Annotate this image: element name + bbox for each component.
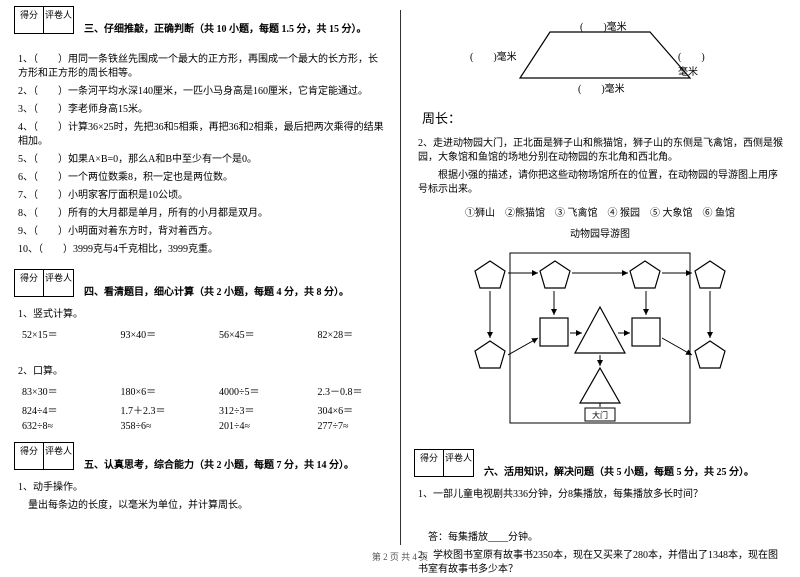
section-5-title: 五、认真思考，综合能力（共 2 小题，每题 7 分，共 14 分）。	[84, 456, 386, 471]
q6-1: 1、一部儿童电视剧共336分钟，分8集播放，每集播放多长时间？	[414, 488, 786, 502]
q3-4: 4、（ ）计算36×25时，先把36和5相乘，再把36和2相乘，最后把两次乘得的…	[14, 121, 386, 149]
reviewer-label: 评卷人	[44, 6, 74, 34]
trapezoid-figure: ( )毫米 ( )毫米 ( )毫米 ( )毫米	[490, 20, 710, 100]
calc: 277÷7≈	[318, 421, 387, 432]
q3-10: 10、（ ）3999克与4千克相比，3999克重。	[14, 243, 386, 257]
sec5b-task: 根据小强的描述，请你把这些动物场馆所在的位置，在动物园的导游图上用序号标示出来。	[414, 169, 786, 197]
q6-1a: 答：每集播放____分钟。	[428, 528, 786, 543]
sec5-p1a: 量出每条边的长度，以毫米为单位，并计算周长。	[14, 499, 386, 513]
zoo-diagram: 大门	[460, 243, 740, 443]
trap-top: ( )毫米	[580, 18, 627, 33]
trap-left: ( )毫米	[470, 48, 517, 63]
sec5b-intro: 2、走进动物园大门，正北面是狮子山和熊猫馆，狮子山的东侧是飞禽馆，西侧是猴园，大…	[414, 137, 786, 165]
page-footer: 第 2 页 共 4 页	[0, 550, 800, 563]
calc-row-4: 632÷8≈ 358÷6≈ 201÷4≈ 277÷7≈	[22, 421, 386, 432]
score-label: 得分	[14, 6, 44, 34]
section-6-title: 六、活用知识，解决问题（共 5 小题，每题 5 分，共 25 分）。	[484, 463, 786, 478]
reviewer-label: 评卷人	[44, 269, 74, 297]
right-column: ( )毫米 ( )毫米 ( )毫米 ( )毫米 周长： 2、走进动物园大门，正北…	[400, 0, 800, 565]
diagram-title: 动物园导游图	[414, 225, 786, 240]
q3-8: 8、（ ）所有的大月都是单月，所有的小月都是双月。	[14, 207, 386, 221]
sec4-p2: 2、口算。	[14, 365, 386, 379]
section-3-title: 三、仔细推敲，正确判断（共 10 小题，每题 1.5 分，共 15 分）。	[84, 20, 386, 35]
sec5b-legend: ①狮山 ②熊猫馆 ③ 飞禽馆 ④ 猴园 ⑤ 大象馆 ⑥ 鱼馆	[414, 207, 786, 221]
left-column: 得分 评卷人 三、仔细推敲，正确判断（共 10 小题，每题 1.5 分，共 15…	[0, 0, 400, 565]
calc: 824÷4＝	[22, 402, 91, 417]
calc: 82×28＝	[318, 326, 387, 341]
q3-7: 7、（ ）小明家客厅面积是10公顷。	[14, 189, 386, 203]
calc: 201÷4≈	[219, 421, 288, 432]
calc-row-1: 52×15＝ 93×40＝ 56×45＝ 82×28＝	[22, 326, 386, 341]
score-label: 得分	[414, 449, 444, 477]
sec5-p1: 1、动手操作。	[14, 481, 386, 495]
q3-5: 5、（ ）如果A×B=0，那么A和B中至少有一个是0。	[14, 153, 386, 167]
reviewer-label: 评卷人	[44, 442, 74, 470]
calc: 4000÷5＝	[219, 383, 288, 398]
trap-right: ( )毫米	[678, 48, 710, 78]
calc-row-3: 824÷4＝ 1.7＋2.3＝ 312÷3＝ 304×6＝	[22, 402, 386, 417]
reviewer-label: 评卷人	[444, 449, 474, 477]
section-4-title: 四、看清题目，细心计算（共 2 小题，每题 4 分，共 8 分）。	[84, 283, 386, 298]
calc: 312÷3＝	[219, 402, 288, 417]
calc-row-2: 83×30＝ 180×6＝ 4000÷5＝ 2.3－0.8＝	[22, 383, 386, 398]
trap-bottom: ( )毫米	[578, 80, 625, 95]
calc: 304×6＝	[318, 402, 387, 417]
q3-3: 3、（ ）李老师身高15米。	[14, 103, 386, 117]
gate-label: 大门	[592, 410, 608, 421]
calc: 358÷6≈	[121, 421, 190, 432]
calc: 632÷8≈	[22, 421, 91, 432]
perimeter-label: 周长：	[422, 108, 786, 127]
calc: 93×40＝	[121, 326, 190, 341]
score-label: 得分	[14, 442, 44, 470]
q3-2: 2、（ ）一条河平均水深140厘米，一匹小马身高是160厘米，它肯定能通过。	[14, 85, 386, 99]
calc: 2.3－0.8＝	[318, 383, 387, 398]
calc: 83×30＝	[22, 383, 91, 398]
q3-1: 1、（ ）用同一条铁丝先围成一个最大的正方形，再围成一个最大的长方形，长方形和正…	[14, 53, 386, 81]
calc: 180×6＝	[121, 383, 190, 398]
sec4-p1: 1、竖式计算。	[14, 308, 386, 322]
q3-9: 9、（ ）小明面对着东方时，背对着西方。	[14, 225, 386, 239]
calc: 56×45＝	[219, 326, 288, 341]
score-label: 得分	[14, 269, 44, 297]
q3-6: 6、（ ）一个两位数乘8，积一定也是两位数。	[14, 171, 386, 185]
calc: 1.7＋2.3＝	[121, 402, 190, 417]
calc: 52×15＝	[22, 326, 91, 341]
